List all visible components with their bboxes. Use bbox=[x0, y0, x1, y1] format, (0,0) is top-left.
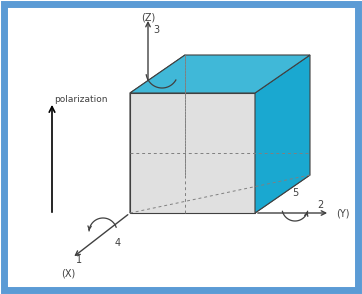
Text: (X): (X) bbox=[61, 268, 75, 278]
Text: 5: 5 bbox=[292, 188, 298, 198]
Text: 6: 6 bbox=[175, 63, 181, 73]
Text: 1: 1 bbox=[76, 255, 82, 265]
Text: (Y): (Y) bbox=[336, 208, 349, 218]
Polygon shape bbox=[130, 175, 310, 213]
Text: 3: 3 bbox=[153, 25, 159, 35]
Text: 4: 4 bbox=[115, 238, 121, 248]
Polygon shape bbox=[130, 55, 310, 93]
Text: (Z): (Z) bbox=[141, 12, 155, 22]
Polygon shape bbox=[130, 55, 185, 213]
Text: 2: 2 bbox=[317, 200, 323, 210]
Polygon shape bbox=[130, 93, 255, 213]
Text: polarization: polarization bbox=[54, 95, 108, 104]
Polygon shape bbox=[255, 55, 310, 213]
